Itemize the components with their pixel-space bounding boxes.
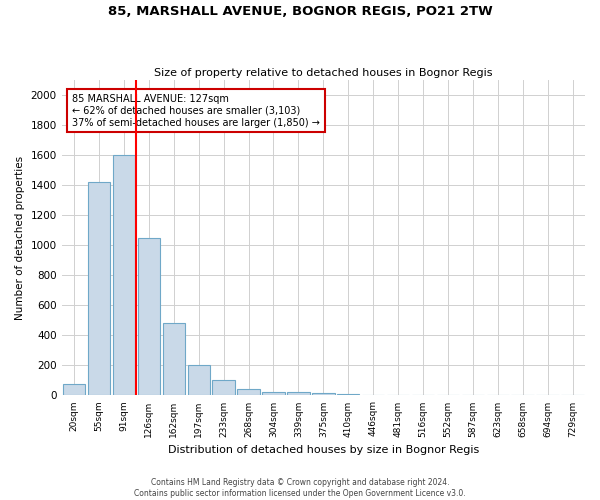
Bar: [312, 393, 335, 396]
Bar: [113, 155, 135, 396]
Bar: [287, 392, 310, 396]
Text: Contains HM Land Registry data © Crown copyright and database right 2024.
Contai: Contains HM Land Registry data © Crown c…: [134, 478, 466, 498]
Text: 85 MARSHALL AVENUE: 127sqm
← 62% of detached houses are smaller (3,103)
37% of s: 85 MARSHALL AVENUE: 127sqm ← 62% of deta…: [72, 94, 320, 128]
Bar: [212, 380, 235, 396]
Bar: [188, 366, 210, 396]
Bar: [238, 390, 260, 396]
Bar: [63, 384, 85, 396]
Bar: [163, 324, 185, 396]
Bar: [337, 394, 359, 396]
X-axis label: Distribution of detached houses by size in Bognor Regis: Distribution of detached houses by size …: [168, 445, 479, 455]
Text: 85, MARSHALL AVENUE, BOGNOR REGIS, PO21 2TW: 85, MARSHALL AVENUE, BOGNOR REGIS, PO21 …: [107, 5, 493, 18]
Bar: [262, 392, 285, 396]
Bar: [137, 238, 160, 396]
Y-axis label: Number of detached properties: Number of detached properties: [15, 156, 25, 320]
Title: Size of property relative to detached houses in Bognor Regis: Size of property relative to detached ho…: [154, 68, 493, 78]
Bar: [88, 182, 110, 396]
